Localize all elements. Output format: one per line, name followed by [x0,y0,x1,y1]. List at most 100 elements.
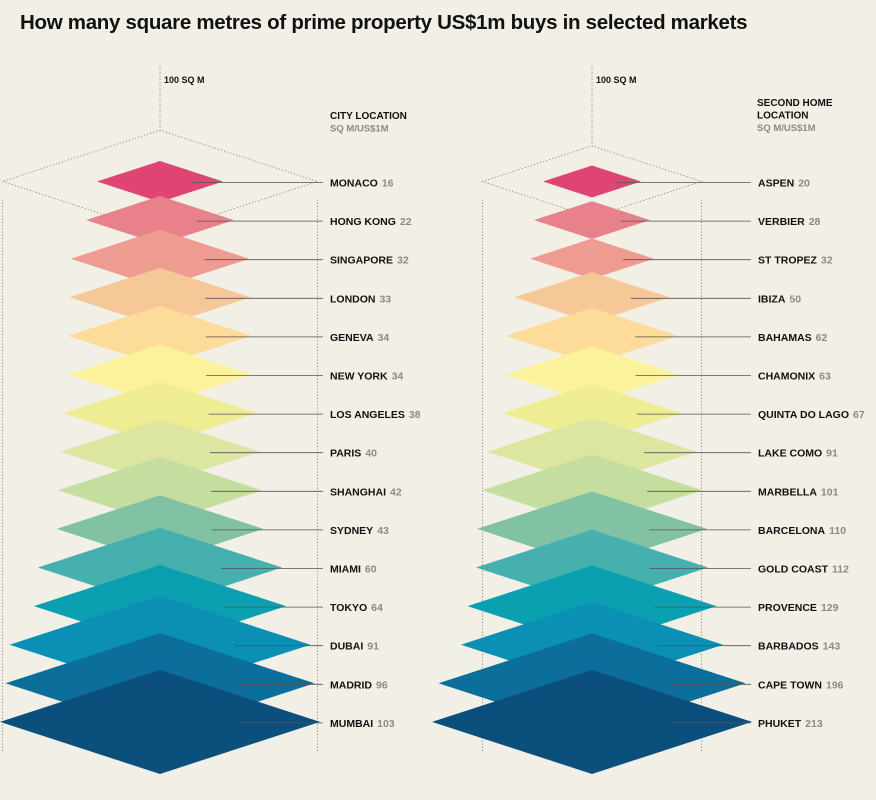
market-value: 103 [377,718,395,730]
reference-label: 100 SQ M [164,75,205,85]
market-name: MIAMI [330,564,361,576]
market-value: 143 [823,641,841,653]
market-value: 129 [821,602,839,614]
market-value: 101 [821,486,839,498]
market-label: MUMBAI 103 [330,718,395,730]
market-name: BARBADOS [758,641,819,653]
market-label: PROVENCE 129 [758,602,839,614]
market-label: VERBIER 28 [758,216,821,228]
market-label: GENEVA 34 [330,332,389,344]
market-name: LONDON [330,293,376,305]
market-label: LAKE COMO 91 [758,448,838,460]
market-name: PROVENCE [758,602,817,614]
market-label: PARIS 40 [330,448,377,460]
market-label: TOKYO 64 [330,602,383,614]
market-value: 60 [365,564,377,576]
market-value: 62 [816,332,828,344]
market-name: MUMBAI [330,718,373,730]
market-value: 32 [821,255,833,267]
market-name: MARBELLA [758,486,817,498]
reference-label: 100 SQ M [596,75,637,85]
market-name: PARIS [330,448,361,460]
market-value: 34 [392,371,404,383]
panel-header: SECOND HOME [757,98,833,109]
market-name: MONACO [330,178,378,190]
market-value: 42 [390,486,402,498]
market-value: 38 [409,409,421,421]
market-label: ST TROPEZ 32 [758,255,833,267]
market-value: 196 [826,679,844,691]
market-label: CHAMONIX 63 [758,371,831,383]
market-value: 20 [798,178,810,190]
market-value: 91 [826,448,838,460]
market-label: SINGAPORE 32 [330,255,409,267]
market-name: SHANGHAI [330,486,386,498]
market-value: 34 [378,332,390,344]
market-name: QUINTA DO LAGO [758,409,849,421]
market-value: 32 [397,255,409,267]
market-value: 16 [382,178,394,190]
panel-unit-label: SQ M/US$1M [330,124,389,135]
market-name: MADRID [330,679,372,691]
market-value: 22 [400,216,412,228]
market-label: LOS ANGELES 38 [330,409,421,421]
market-label: PHUKET 213 [758,718,823,730]
market-value: 67 [853,409,865,421]
market-value: 33 [380,293,392,305]
market-label: MADRID 96 [330,679,388,691]
market-label: MONACO 16 [330,178,394,190]
market-label: MIAMI 60 [330,564,377,576]
market-name: IBIZA [758,293,786,305]
layer-monaco [97,161,223,202]
market-label: HONG KONG 22 [330,216,412,228]
market-value: 28 [809,216,821,228]
panel-1: 100 SQ M CITY LOCATION SQ M/US$1M MONACO 16 H… [0,66,421,774]
market-name: CAPE TOWN [758,679,822,691]
market-name: ASPEN [758,178,794,190]
market-name: NEW YORK [330,371,388,383]
market-name: CHAMONIX [758,371,815,383]
market-label: SYDNEY 43 [330,525,389,537]
market-value: 43 [377,525,389,537]
market-name: GOLD COAST [758,564,829,576]
market-name: TOKYO [330,602,367,614]
market-label: NEW YORK 34 [330,371,403,383]
market-name: VERBIER [758,216,805,228]
market-value: 64 [371,602,383,614]
market-label: BARBADOS 143 [758,641,840,653]
market-name: BARCELONA [758,525,825,537]
market-label: ASPEN 20 [758,178,810,190]
market-name: ST TROPEZ [758,255,818,267]
market-label: IBIZA 50 [758,293,801,305]
market-name: BAHAMAS [758,332,812,344]
market-label: BARCELONA 110 [758,525,846,537]
market-value: 96 [376,679,388,691]
panel-header: CITY LOCATION [330,111,407,122]
market-label: CAPE TOWN 196 [758,679,844,691]
market-label: SHANGHAI 42 [330,486,402,498]
market-label: DUBAI 91 [330,641,379,653]
market-value: 110 [829,525,846,537]
market-value: 63 [819,371,831,383]
market-label: LONDON 33 [330,293,391,305]
market-label: MARBELLA 101 [758,486,839,498]
market-value: 112 [832,564,849,576]
market-value: 40 [365,448,377,460]
market-name: LOS ANGELES [330,409,405,421]
market-label: GOLD COAST 112 [758,564,849,576]
panel-header: LOCATION [757,111,808,122]
market-label: BAHAMAS 62 [758,332,828,344]
market-name: HONG KONG [330,216,396,228]
market-name: PHUKET [758,718,802,730]
layer-verbier [534,201,650,239]
market-name: SINGAPORE [330,255,393,267]
market-name: SYDNEY [330,525,373,537]
market-name: DUBAI [330,641,363,653]
market-value: 50 [789,293,801,305]
market-name: GENEVA [330,332,374,344]
market-value: 91 [367,641,379,653]
market-label: QUINTA DO LAGO 67 [758,409,865,421]
layer-aspen [543,166,641,198]
